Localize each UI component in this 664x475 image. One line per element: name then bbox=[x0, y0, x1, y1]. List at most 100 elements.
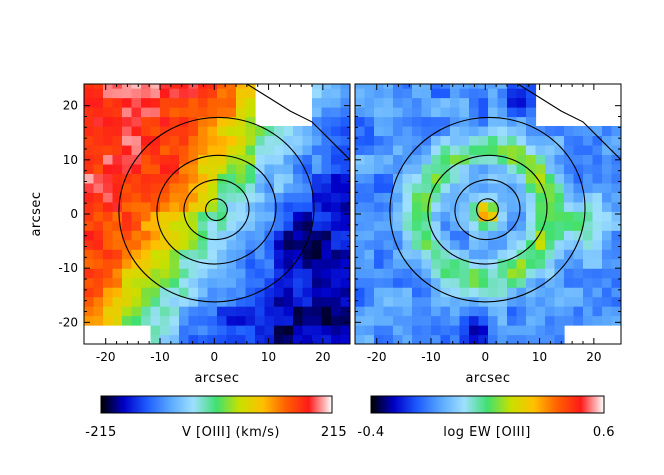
heatmap-cell bbox=[226, 325, 237, 336]
heatmap-cell bbox=[355, 116, 366, 127]
heatmap-cell bbox=[516, 192, 527, 203]
heatmap-cell bbox=[545, 173, 556, 184]
heatmap-cell bbox=[611, 306, 621, 317]
heatmap-cell bbox=[497, 125, 508, 137]
heatmap-cell bbox=[469, 182, 480, 193]
heatmap-cell bbox=[611, 315, 621, 326]
heatmap-cell bbox=[440, 230, 451, 241]
heatmap-cell bbox=[245, 325, 256, 336]
contour-line bbox=[389, 116, 586, 303]
heatmap-cell bbox=[312, 192, 323, 203]
heatmap-cell bbox=[321, 201, 332, 212]
heatmap-cell bbox=[374, 116, 385, 127]
heatmap-cell bbox=[431, 239, 442, 250]
heatmap-cell bbox=[526, 201, 537, 212]
heatmap-cell bbox=[198, 97, 209, 108]
heatmap-cell bbox=[207, 125, 218, 137]
heatmap-cell bbox=[402, 173, 413, 184]
heatmap-cell bbox=[217, 268, 228, 279]
heatmap-cell bbox=[103, 258, 114, 269]
heatmap-cell bbox=[611, 173, 621, 184]
x-tick-label: 20 bbox=[315, 350, 330, 364]
heatmap-cell bbox=[274, 125, 285, 137]
heatmap-cell bbox=[207, 97, 218, 108]
heatmap-cell bbox=[179, 125, 190, 137]
heatmap-cell bbox=[188, 230, 199, 241]
heatmap-cell bbox=[393, 315, 404, 326]
heatmap-cell bbox=[402, 277, 413, 288]
heatmap-cell bbox=[497, 258, 508, 269]
heatmap-cell bbox=[302, 249, 313, 260]
heatmap-cell bbox=[516, 135, 527, 146]
heatmap-cell bbox=[516, 182, 527, 193]
heatmap-cell bbox=[535, 296, 546, 307]
heatmap-cell bbox=[554, 249, 565, 260]
heatmap-cell bbox=[188, 268, 199, 279]
heatmap-cell bbox=[459, 239, 470, 250]
heatmap-cell bbox=[169, 97, 180, 108]
heatmap-cell bbox=[264, 192, 275, 203]
heatmap-cell bbox=[421, 201, 432, 212]
heatmap-cell bbox=[321, 315, 332, 326]
heatmap-cell bbox=[302, 211, 313, 222]
heatmap-cell bbox=[459, 154, 470, 165]
heatmap-cell bbox=[421, 97, 432, 108]
heatmap-cell bbox=[198, 192, 209, 203]
heatmap-cell bbox=[488, 287, 499, 298]
heatmap-cell bbox=[274, 249, 285, 260]
heatmap-cell bbox=[207, 84, 218, 89]
heatmap-cell bbox=[321, 163, 332, 174]
heatmap-cell bbox=[321, 88, 332, 99]
heatmap-cell bbox=[84, 125, 95, 137]
heatmap-cell bbox=[169, 88, 180, 99]
heatmap-cell bbox=[122, 315, 133, 326]
heatmap-cell bbox=[245, 268, 256, 279]
heatmap-cell bbox=[169, 249, 180, 260]
heatmap-cell bbox=[245, 163, 256, 174]
heatmap-cell bbox=[169, 163, 180, 174]
contour-line bbox=[156, 154, 277, 265]
heatmap-cell bbox=[112, 277, 123, 288]
heatmap-cell bbox=[564, 125, 575, 137]
heatmap-cell bbox=[169, 296, 180, 307]
heatmap-cell bbox=[545, 334, 556, 344]
heatmap-cell bbox=[355, 296, 366, 307]
heatmap-cell bbox=[274, 230, 285, 241]
heatmap-cell bbox=[421, 287, 432, 298]
heatmap-cell bbox=[93, 230, 104, 241]
heatmap-cell bbox=[478, 107, 489, 118]
heatmap-cell bbox=[554, 220, 565, 231]
heatmap-cell bbox=[103, 315, 114, 326]
heatmap-cell bbox=[545, 230, 556, 241]
heatmap-cell bbox=[293, 211, 304, 222]
heatmap-cell bbox=[84, 84, 95, 89]
heatmap-cell bbox=[188, 249, 199, 260]
heatmap-cell bbox=[293, 182, 304, 193]
heatmap-cell bbox=[103, 192, 114, 203]
heatmap-cell bbox=[516, 211, 527, 222]
heatmap-cell bbox=[321, 173, 332, 184]
heatmap-cell bbox=[497, 201, 508, 212]
heatmap-cell bbox=[226, 182, 237, 193]
heatmap-cell bbox=[236, 107, 247, 118]
heatmap-cell bbox=[198, 173, 209, 184]
heatmap-cell bbox=[450, 84, 461, 89]
heatmap-cell bbox=[217, 277, 228, 288]
heatmap-cell bbox=[122, 220, 133, 231]
heatmap-cell bbox=[160, 306, 171, 317]
heatmap-cell bbox=[236, 97, 247, 108]
heatmap-cell bbox=[122, 306, 133, 317]
contour-line bbox=[205, 198, 228, 222]
heatmap-cell bbox=[611, 201, 621, 212]
heatmap-cell bbox=[283, 173, 294, 184]
heatmap-cell bbox=[383, 88, 394, 99]
heatmap-cell bbox=[592, 220, 603, 231]
heatmap-cell bbox=[488, 182, 499, 193]
heatmap-cell bbox=[302, 258, 313, 269]
heatmap-cell bbox=[179, 116, 190, 127]
heatmap-cell bbox=[602, 125, 613, 137]
heatmap-cell bbox=[459, 163, 470, 174]
heatmap-cell bbox=[611, 249, 621, 260]
heatmap-cell bbox=[488, 88, 499, 99]
heatmap-cell bbox=[293, 125, 304, 137]
